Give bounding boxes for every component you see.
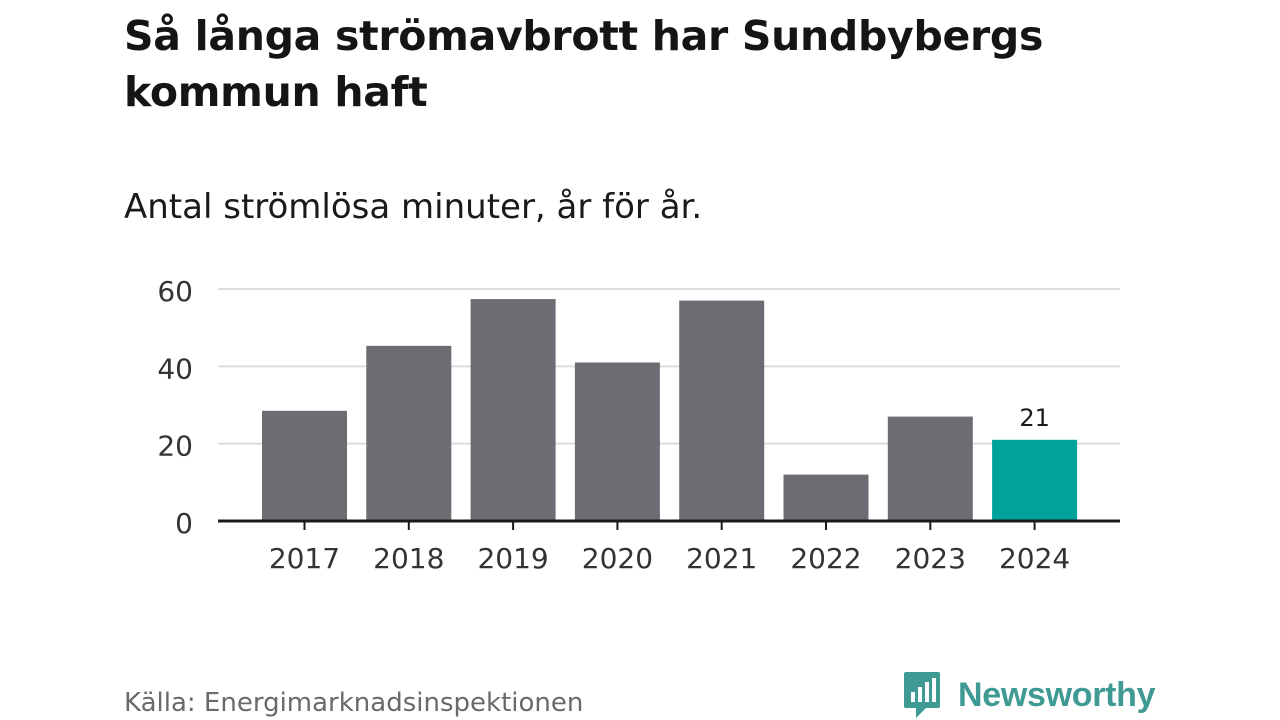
source-note: Källa: Energimarknadsinspektionen xyxy=(124,688,584,718)
newsworthy-logo-icon xyxy=(904,672,940,718)
x-tick-label: 2020 xyxy=(582,542,653,575)
brand-name: Newsworthy xyxy=(958,675,1156,714)
bar-2021 xyxy=(679,300,765,521)
x-tick-label: 2022 xyxy=(790,542,861,575)
y-tick-label: 40 xyxy=(157,352,193,385)
chart-title: Så långa strömavbrott har Sundbybergs ko… xyxy=(124,12,1044,116)
chart-subtitle: Antal strömlösa minuter, år för år. xyxy=(124,187,703,227)
bar-2018 xyxy=(366,345,452,521)
bar-2017 xyxy=(262,410,347,521)
brand-logo[interactable]: Newsworthy xyxy=(902,670,1156,720)
bar-2023 xyxy=(887,416,973,521)
x-tick-label: 2018 xyxy=(373,542,444,575)
x-tick-label: 2017 xyxy=(269,542,340,575)
y-tick-label: 60 xyxy=(157,275,193,308)
bar-2024 xyxy=(992,439,1078,521)
x-tick-label: 2019 xyxy=(477,542,548,575)
data-label: 21 xyxy=(1019,404,1050,432)
bar-2019 xyxy=(470,299,556,521)
x-tick-label: 2024 xyxy=(999,542,1070,575)
bar-2020 xyxy=(574,362,660,521)
x-tick-label: 2021 xyxy=(686,542,757,575)
y-tick-label: 0 xyxy=(175,507,193,540)
bar-2022 xyxy=(783,474,869,521)
y-tick-label: 20 xyxy=(157,430,193,463)
x-tick-label: 2023 xyxy=(895,542,966,575)
bar-chart: 0 20 40 60 2017 2018 2019 2020 2021 2022 2023 2024 2… xyxy=(157,275,1120,575)
